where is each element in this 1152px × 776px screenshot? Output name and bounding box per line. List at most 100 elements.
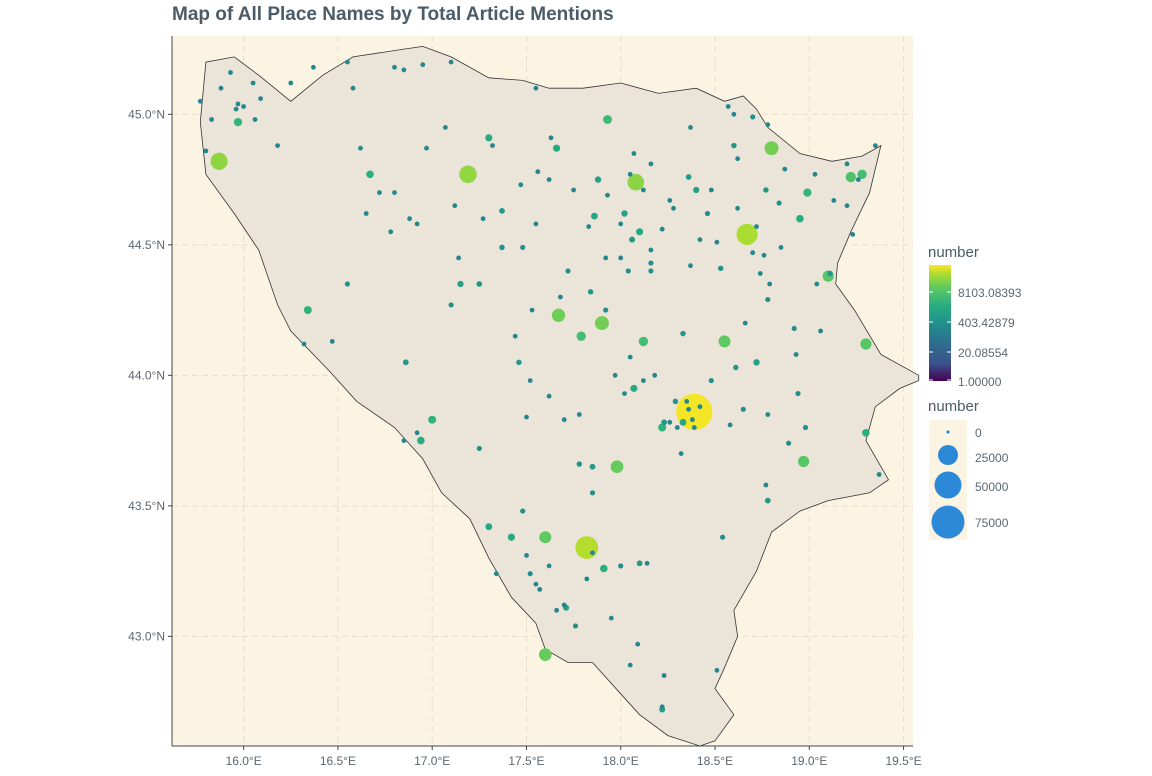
size-legend-label: 25000 (975, 451, 1009, 465)
color-legend-label: 20.08554 (958, 346, 1008, 360)
place-point (765, 297, 771, 303)
y-tick-label: 43.5°N (128, 499, 165, 513)
place-point (641, 378, 646, 383)
place-point (667, 419, 673, 425)
place-point (575, 536, 599, 560)
place-point (589, 463, 596, 470)
place-point (594, 316, 609, 331)
place-point (648, 260, 654, 266)
place-point (812, 171, 818, 177)
place-point (876, 472, 882, 477)
place-point (329, 339, 335, 344)
place-point (576, 412, 582, 417)
place-point (735, 205, 740, 211)
place-point (275, 143, 280, 149)
place-point (197, 98, 203, 104)
place-point (605, 192, 610, 198)
y-tick-label: 44.0°N (128, 368, 165, 382)
place-point (576, 331, 586, 341)
place-point (691, 425, 697, 430)
place-point (572, 623, 579, 629)
size-legend-label: 50000 (975, 480, 1009, 494)
place-point (827, 270, 833, 277)
place-point (725, 104, 731, 109)
place-point (618, 563, 624, 569)
place-point (793, 352, 799, 357)
place-point (740, 406, 746, 412)
place-point (791, 325, 797, 331)
place-point (857, 169, 867, 179)
place-point (587, 289, 594, 295)
place-point (558, 294, 563, 300)
axes: 16.0°E 16.5°E 17.0°E 17.5°E 18.0°E 18.5°E 19.0… (128, 36, 922, 768)
place-point (618, 221, 624, 227)
place-point (603, 307, 609, 313)
place-point (533, 581, 539, 587)
place-point (708, 378, 714, 384)
place-point (228, 70, 233, 75)
place-point (512, 333, 518, 339)
place-point (520, 244, 526, 250)
place-point (708, 187, 714, 193)
place-point (872, 143, 878, 149)
place-point (735, 156, 740, 162)
place-point (209, 117, 215, 122)
size-legend-point-50000 (934, 471, 962, 499)
place-point (424, 145, 429, 151)
place-point (767, 281, 773, 287)
place-point (697, 237, 703, 243)
place-point (750, 250, 756, 256)
place-point (610, 460, 624, 474)
place-point (844, 161, 850, 167)
place-point (586, 224, 592, 230)
place-point (565, 268, 571, 274)
place-point (456, 255, 461, 261)
place-point (529, 307, 535, 313)
place-point (704, 210, 711, 217)
place-point (671, 205, 676, 211)
place-point (674, 425, 680, 430)
place-point (516, 359, 522, 366)
place-point (518, 182, 524, 188)
place-point (636, 228, 644, 236)
place-point (636, 560, 643, 567)
place-point (644, 560, 650, 566)
size-legend-point-25000 (938, 445, 958, 465)
place-point (641, 187, 646, 193)
place-point (763, 482, 769, 488)
place-point (754, 224, 759, 230)
place-point (377, 190, 382, 196)
place-point (233, 106, 239, 112)
y-tick-label: 45.0°N (128, 107, 165, 121)
place-point (688, 125, 693, 130)
place-point (761, 252, 767, 258)
place-point (622, 391, 627, 396)
place-point (625, 268, 631, 274)
place-point (648, 268, 654, 274)
place-point (535, 169, 541, 175)
place-point (718, 335, 731, 348)
place-point (476, 445, 482, 451)
place-point (546, 393, 552, 399)
place-point (457, 280, 464, 288)
place-point (366, 170, 374, 179)
place-point (414, 221, 420, 227)
color-legend-label: 1.00000 (958, 375, 1002, 389)
place-point (507, 533, 515, 541)
place-point (527, 378, 533, 383)
place-point (764, 141, 779, 156)
place-point (241, 104, 247, 109)
place-point (727, 422, 733, 428)
place-point (218, 85, 224, 91)
place-point (714, 239, 720, 245)
place-point (608, 615, 614, 621)
place-point (753, 359, 760, 366)
place-point (797, 455, 810, 468)
place-point (561, 417, 567, 423)
place-point (345, 59, 350, 65)
place-point (407, 216, 412, 222)
place-point (627, 173, 645, 191)
place-point (659, 704, 665, 710)
place-point (648, 247, 654, 253)
